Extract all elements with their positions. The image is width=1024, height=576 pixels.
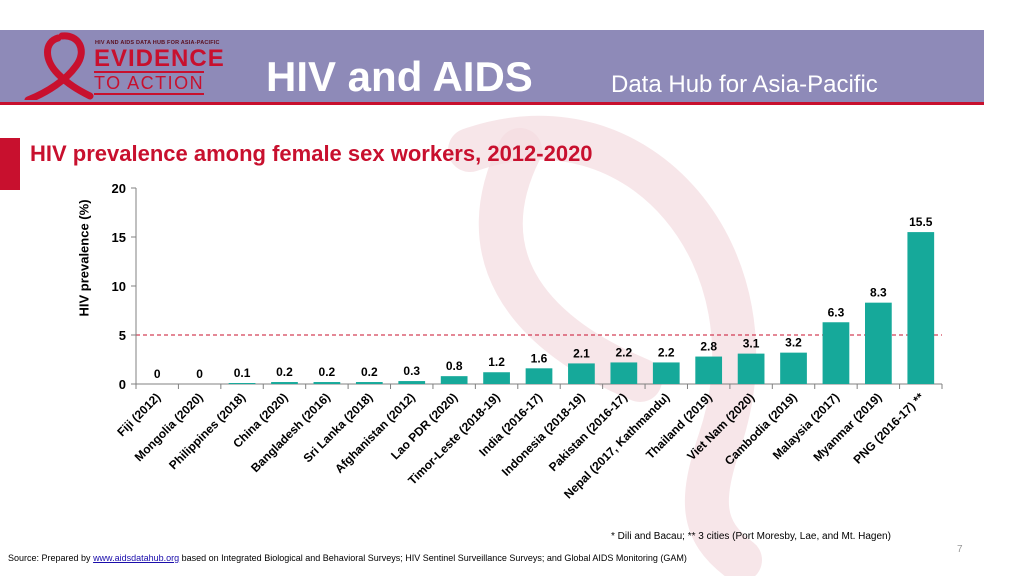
y-tick-label: 0 <box>119 377 126 392</box>
app-subtitle: Data Hub for Asia-Pacific <box>611 71 878 98</box>
data-label: 2.2 <box>658 345 675 359</box>
bar <box>440 376 468 384</box>
y-tick-label: 5 <box>119 328 126 343</box>
x-tick-label: Cambodia (2019) <box>722 390 800 468</box>
bar <box>780 352 807 384</box>
bar <box>865 302 892 384</box>
source-suffix: based on Integrated Biological and Behav… <box>179 553 687 563</box>
data-label: 0.1 <box>234 366 251 380</box>
bar <box>398 381 426 384</box>
data-label: 15.5 <box>909 215 933 229</box>
bar <box>355 382 383 384</box>
data-label: 2.2 <box>615 345 632 359</box>
data-label: 2.8 <box>700 340 717 354</box>
bar <box>525 368 553 384</box>
bar <box>822 322 850 384</box>
header-banner <box>0 30 984 102</box>
title-accent-bar <box>0 138 20 190</box>
source-prefix: Source: Prepared by <box>8 553 94 563</box>
header-divider <box>0 102 984 105</box>
x-tick-label: Pakistan (2016-17) <box>546 390 630 474</box>
x-tick-label: Bangladesh (2016) <box>248 390 333 475</box>
bar <box>610 362 638 384</box>
data-label: 3.2 <box>785 336 802 350</box>
y-tick-label: 10 <box>112 279 126 294</box>
footnote: * Dili and Bacau; ** 3 cities (Port More… <box>611 531 891 542</box>
bar <box>271 382 298 384</box>
red-ribbon-icon <box>24 32 94 100</box>
data-label: 2.1 <box>573 346 590 360</box>
data-label: 0.2 <box>361 365 378 379</box>
app-title: HIV and AIDS <box>266 53 533 100</box>
x-tick-label: Indonesia (2018-19) <box>499 390 588 479</box>
bar <box>907 232 935 384</box>
y-tick-label: 15 <box>112 230 126 245</box>
logo-to-action-text: TO ACTION <box>94 71 205 95</box>
source-note: Source: Prepared by www.aidsdatahub.org … <box>8 553 687 563</box>
page-number: 7 <box>957 544 963 555</box>
bar <box>737 353 765 384</box>
logo-evidence-text: EVIDENCE <box>94 45 225 72</box>
data-label: 0.3 <box>403 364 420 378</box>
evidence-to-action-logo: HIV AND AIDS DATA HUB FOR ASIA-PACIFIC E… <box>18 32 248 100</box>
data-label: 8.3 <box>870 286 887 300</box>
logo-tagline: HIV AND AIDS DATA HUB FOR ASIA-PACIFIC <box>95 40 220 46</box>
bar <box>652 362 680 384</box>
chart-title: HIV prevalence among female sex workers,… <box>30 141 593 166</box>
bar <box>483 372 510 384</box>
data-label: 0.2 <box>319 365 336 379</box>
data-label: 0.8 <box>446 359 463 373</box>
y-tick-label: 20 <box>112 181 126 196</box>
data-label: 0.2 <box>276 365 293 379</box>
data-label: 0 <box>154 367 161 381</box>
x-tick-label: Afghanistan (2012) <box>332 390 418 476</box>
data-label: 3.1 <box>743 337 760 351</box>
data-label: 6.3 <box>828 305 845 319</box>
bar <box>313 382 341 384</box>
data-label: 1.2 <box>488 355 505 369</box>
bar <box>228 383 256 384</box>
x-tick-label: Philippines (2018) <box>166 390 248 472</box>
data-label: 1.6 <box>531 351 548 365</box>
bar <box>568 363 595 384</box>
bar <box>695 356 723 384</box>
data-label: 0 <box>196 367 203 381</box>
source-link[interactable]: www.aidsdatahub.org <box>93 553 180 563</box>
